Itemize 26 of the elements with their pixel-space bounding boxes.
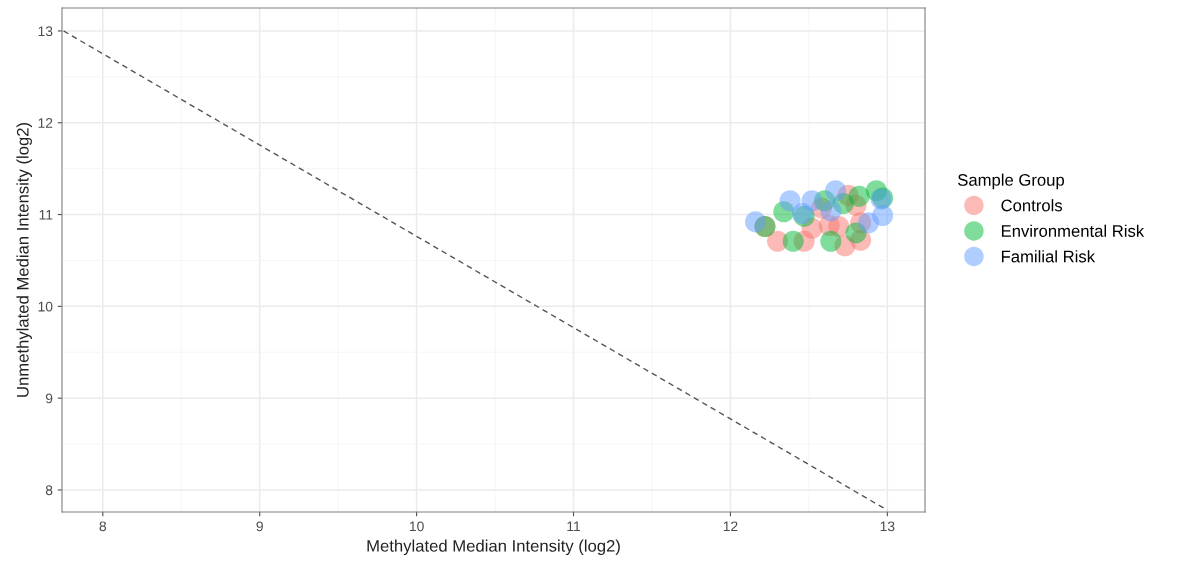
y-axis-title: Unmethylated Median Intensity (log2) [16, 122, 32, 397]
x-tick-label: 11 [567, 521, 581, 532]
legend-title: Sample Group [958, 173, 1065, 190]
x-tick-label: 12 [723, 521, 738, 532]
y-tick-label: 13 [38, 26, 53, 37]
legend-label: Familial Risk [1001, 250, 1096, 263]
x-tick-label: 9 [256, 521, 263, 532]
x-axis-title: Methylated Median Intensity (log2) [367, 539, 620, 556]
y-tick-label: 12 [38, 118, 53, 128]
legend-label: Environmental Risk [1001, 224, 1145, 237]
point [782, 230, 804, 252]
point [779, 190, 801, 212]
y-tick-label: 11 [39, 210, 53, 220]
point [820, 200, 842, 222]
point [825, 180, 847, 202]
y-tick-label: 9 [45, 393, 53, 404]
x-tick-label: 13 [880, 521, 895, 532]
y-tick-label: 10 [38, 301, 53, 312]
x-tick-label: 8 [99, 521, 107, 532]
point [745, 211, 767, 233]
point [820, 230, 842, 252]
point [857, 212, 880, 234]
y-tick-label: 8 [45, 485, 53, 496]
x-tick-label: 10 [409, 521, 424, 532]
legend-label: Controls [1001, 199, 1063, 212]
point [848, 185, 870, 207]
